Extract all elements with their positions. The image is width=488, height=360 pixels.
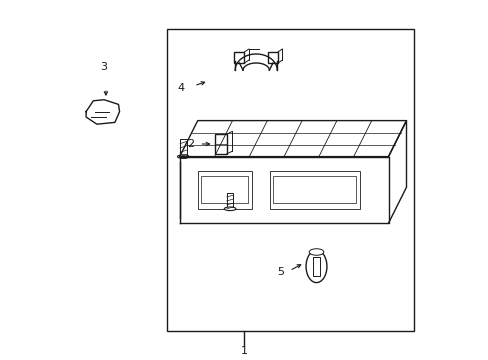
- Bar: [312, 256, 320, 276]
- Bar: [273, 176, 355, 203]
- Bar: [197, 171, 251, 209]
- Text: 3: 3: [101, 62, 107, 72]
- Bar: [234, 52, 244, 63]
- Bar: [167, 29, 413, 331]
- Text: 5: 5: [276, 267, 284, 277]
- Ellipse shape: [224, 207, 235, 211]
- Ellipse shape: [308, 249, 323, 255]
- Bar: [215, 134, 226, 154]
- Text: 1: 1: [241, 346, 247, 356]
- Bar: [269, 171, 359, 209]
- Text: 2: 2: [186, 139, 194, 149]
- Bar: [201, 176, 247, 203]
- Bar: [226, 193, 233, 209]
- Bar: [267, 52, 277, 63]
- Ellipse shape: [305, 250, 326, 283]
- Bar: [180, 139, 186, 157]
- Text: 4: 4: [178, 83, 184, 93]
- Ellipse shape: [177, 155, 189, 158]
